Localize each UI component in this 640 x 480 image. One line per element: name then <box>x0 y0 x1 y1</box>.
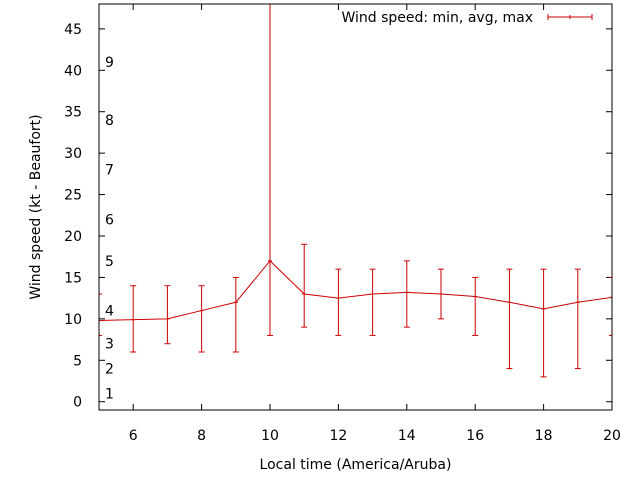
y-tick-label: 35 <box>64 105 82 121</box>
legend-sample <box>547 14 593 20</box>
beaufort-label: 9 <box>105 55 114 71</box>
x-tick-label: 12 <box>329 428 347 444</box>
beaufort-label: 7 <box>105 163 114 179</box>
x-tick-label: 8 <box>197 428 206 444</box>
y-tick-label: 40 <box>64 63 82 79</box>
beaufort-label: 4 <box>105 304 114 320</box>
avg-line <box>99 260 612 322</box>
beaufort-label: 5 <box>105 254 114 270</box>
beaufort-label: 2 <box>105 362 114 378</box>
marks-layer <box>99 4 612 378</box>
y-tick-label: 20 <box>64 229 82 245</box>
x-tick-label: 18 <box>535 428 553 444</box>
x-tick-label: 6 <box>129 428 138 444</box>
x-axis-label: Local time (America/Aruba) <box>260 457 452 473</box>
y-tick-label: 25 <box>64 188 82 204</box>
y-tick-label: 5 <box>73 353 82 369</box>
x-tick-label: 14 <box>398 428 416 444</box>
legend-label: Wind speed: min, avg, max <box>341 10 533 26</box>
y-axis-label: Wind speed (kt - Beaufort) <box>28 114 44 299</box>
x-tick-label: 20 <box>603 428 621 444</box>
beaufort-label: 3 <box>105 337 114 353</box>
y-tick-label: 10 <box>64 312 82 328</box>
plot-frame <box>98 3 613 411</box>
beaufort-label: 1 <box>105 386 114 402</box>
ticks-layer <box>99 4 613 410</box>
beaufort-label: 6 <box>105 212 114 228</box>
y-tick-label: 45 <box>64 22 82 38</box>
x-tick-label: 16 <box>466 428 484 444</box>
legend: Wind speed: min, avg, max <box>341 10 593 26</box>
x-tick-label: 10 <box>261 428 279 444</box>
beaufort-label: 8 <box>105 113 114 129</box>
y-tick-label: 0 <box>73 395 82 411</box>
y-tick-label: 15 <box>64 270 82 286</box>
y-tick-label: 30 <box>64 146 82 162</box>
